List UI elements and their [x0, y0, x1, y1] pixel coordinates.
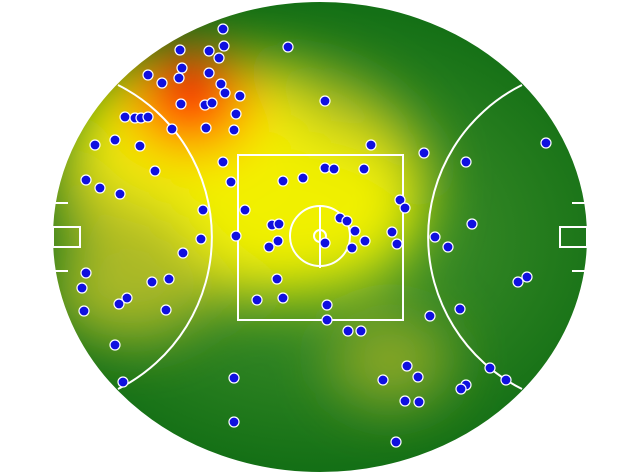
- point: [203, 67, 215, 79]
- point: [271, 273, 283, 285]
- point: [203, 45, 215, 57]
- point: [215, 78, 227, 90]
- point: [346, 242, 358, 254]
- point: [321, 299, 333, 311]
- point: [394, 194, 406, 206]
- point: [319, 237, 331, 249]
- point: [117, 376, 129, 388]
- point: [225, 176, 237, 188]
- point: [399, 202, 411, 214]
- point: [321, 314, 333, 326]
- point: [328, 163, 340, 175]
- point: [176, 62, 188, 74]
- point: [401, 360, 413, 372]
- point: [455, 383, 467, 395]
- field-lines: [51, 0, 589, 474]
- point: [277, 175, 289, 187]
- point: [442, 241, 454, 253]
- point: [386, 226, 398, 238]
- point: [163, 273, 175, 285]
- point: [358, 163, 370, 175]
- point: [218, 40, 230, 52]
- point: [230, 230, 242, 242]
- point: [512, 276, 524, 288]
- point: [391, 238, 403, 250]
- point: [113, 298, 125, 310]
- point: [277, 292, 289, 304]
- point: [540, 137, 552, 149]
- point: [263, 241, 275, 253]
- point: [89, 139, 101, 151]
- point: [239, 204, 251, 216]
- point: [390, 436, 402, 448]
- point: [349, 225, 361, 237]
- point: [80, 174, 92, 186]
- point: [173, 72, 185, 84]
- point: [521, 271, 533, 283]
- point: [251, 294, 263, 306]
- point: [454, 303, 466, 315]
- point: [217, 23, 229, 35]
- point: [399, 395, 411, 407]
- point: [80, 267, 92, 279]
- point: [234, 90, 246, 102]
- point: [142, 111, 154, 123]
- point: [418, 147, 430, 159]
- point: [355, 325, 367, 337]
- point: [228, 372, 240, 384]
- point: [197, 204, 209, 216]
- point: [200, 122, 212, 134]
- point: [78, 305, 90, 317]
- point: [319, 95, 331, 107]
- point: [213, 52, 225, 64]
- point: [500, 374, 512, 386]
- point: [109, 134, 121, 146]
- point: [460, 156, 472, 168]
- point: [466, 218, 478, 230]
- point: [94, 182, 106, 194]
- point: [230, 108, 242, 120]
- point: [177, 247, 189, 259]
- point: [297, 172, 309, 184]
- point: [76, 282, 88, 294]
- point: [413, 396, 425, 408]
- point: [412, 371, 424, 383]
- point: [342, 325, 354, 337]
- point: [219, 87, 231, 99]
- point: [217, 156, 229, 168]
- point: [341, 215, 353, 227]
- point: [109, 339, 121, 351]
- point: [146, 276, 158, 288]
- point: [429, 231, 441, 243]
- point: [424, 310, 436, 322]
- point: [114, 188, 126, 200]
- point: [166, 123, 178, 135]
- point: [377, 374, 389, 386]
- point: [272, 235, 284, 247]
- point: [484, 362, 496, 374]
- point: [365, 139, 377, 151]
- point: [273, 218, 285, 230]
- point: [134, 140, 146, 152]
- point: [142, 69, 154, 81]
- point: [121, 292, 133, 304]
- point: [175, 98, 187, 110]
- point: [282, 41, 294, 53]
- point: [359, 235, 371, 247]
- point: [156, 77, 168, 89]
- point: [119, 111, 131, 123]
- point: [228, 124, 240, 136]
- point: [174, 44, 186, 56]
- point: [228, 416, 240, 428]
- point: [206, 97, 218, 109]
- point: [195, 233, 207, 245]
- point: [160, 304, 172, 316]
- point: [149, 165, 161, 177]
